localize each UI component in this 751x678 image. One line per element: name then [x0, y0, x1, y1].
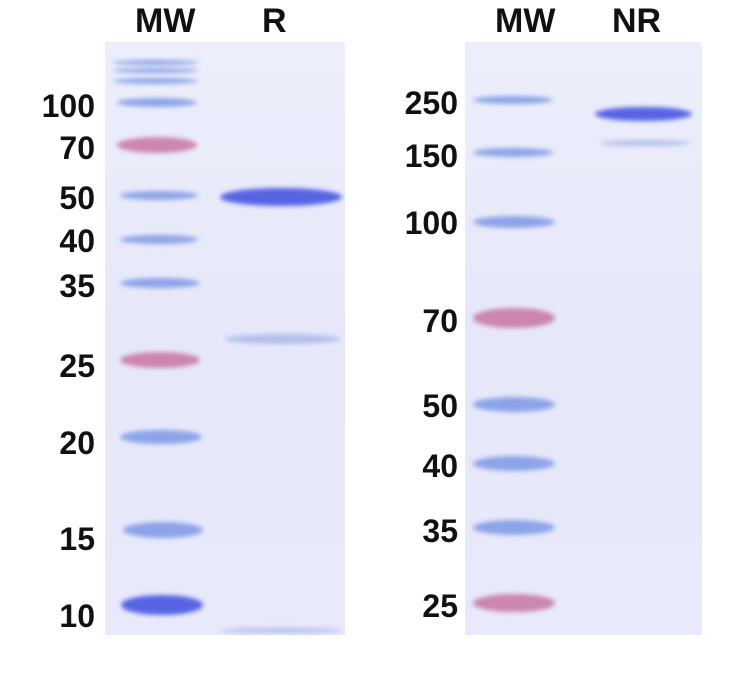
marker-band	[113, 78, 198, 84]
marker-band	[120, 235, 198, 244]
mw-label: 150	[404, 138, 458, 174]
marker-band	[473, 520, 555, 535]
marker-band	[473, 456, 555, 471]
marker-band	[473, 96, 553, 104]
marker-band	[123, 522, 203, 538]
marker-band	[120, 430, 202, 444]
marker-band	[120, 352, 200, 368]
mw-label: 25	[422, 588, 458, 624]
mw-label: 250	[404, 85, 458, 121]
marker-band	[120, 191, 198, 200]
light-chain-band	[225, 334, 340, 344]
lane-label-nr: NR	[612, 2, 662, 40]
mw-label: 70	[59, 130, 95, 166]
heavy-chain-band	[220, 188, 342, 206]
mw-label: 40	[59, 223, 95, 259]
marker-band	[113, 68, 198, 73]
marker-band	[120, 278, 200, 288]
lane-label-mw-right: MW	[495, 2, 556, 40]
lane-label-mw-left: MW	[135, 2, 196, 40]
mw-label: 50	[422, 388, 458, 424]
mw-label: 35	[59, 268, 95, 304]
mw-label: 100	[41, 88, 95, 124]
mw-label: 40	[422, 448, 458, 484]
mw-label: 50	[59, 180, 95, 216]
mw-label: 100	[404, 205, 458, 241]
marker-band	[117, 137, 197, 153]
gel-nonreducing	[465, 42, 702, 635]
mw-label: 70	[422, 303, 458, 339]
marker-band	[473, 216, 555, 228]
marker-band	[473, 397, 555, 412]
marker-band	[473, 308, 555, 328]
mw-label: 35	[422, 513, 458, 549]
mw-label: 15	[59, 521, 95, 557]
minor-band	[600, 140, 690, 146]
gel-reducing	[105, 42, 345, 635]
marker-band	[473, 594, 555, 612]
intact-antibody-band	[595, 107, 692, 121]
dye-front	[220, 628, 342, 633]
marker-band	[113, 60, 198, 65]
mw-label: 20	[59, 425, 95, 461]
mw-label: 10	[59, 598, 95, 634]
lane-label-r: R	[262, 2, 287, 40]
mw-label: 25	[59, 348, 95, 384]
marker-band	[121, 595, 203, 615]
marker-band	[117, 98, 197, 107]
marker-band	[473, 148, 553, 157]
